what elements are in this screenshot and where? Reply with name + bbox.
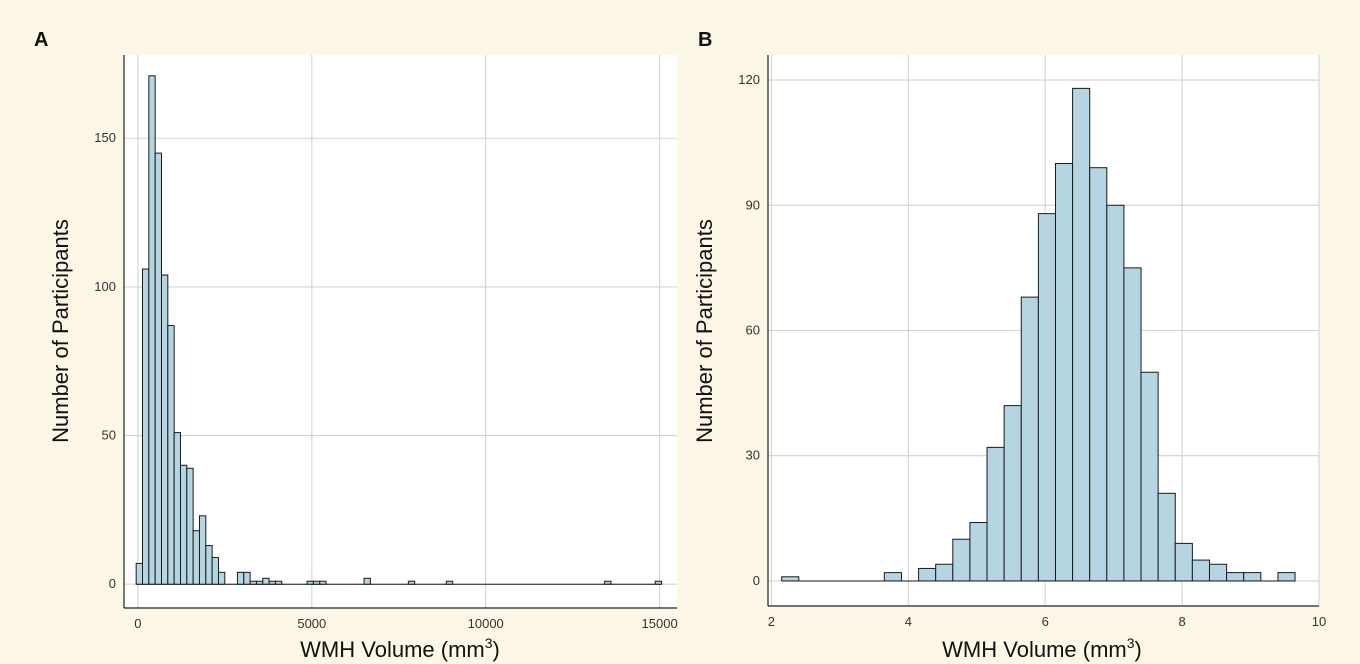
panel-a-bar-17 — [255, 580, 264, 585]
panel-a-bar-0 — [135, 562, 144, 585]
panel-b-letter: B — [698, 29, 712, 51]
panel-a-bar-6 — [173, 432, 181, 585]
panel-a-bar-9 — [192, 530, 200, 585]
panel-b-x-tick-label-1: 4 — [905, 614, 912, 629]
panel-b-bar-16 — [1157, 492, 1176, 582]
panel-b-bar-19 — [1208, 563, 1228, 582]
panel-b-bars — [781, 87, 1296, 582]
panel-b-y-axis-title: Number of Participants — [692, 219, 717, 443]
panel-b: B 2 4 6 8 10 0 30 60 90 120 WMH Volume (mm3) Num… — [692, 29, 1326, 662]
panel-b-y-tick-label-4: 120 — [738, 72, 760, 87]
panel-b-bar-4 — [952, 538, 971, 582]
panel-b-y-tick-label-0: 0 — [753, 573, 760, 588]
panel-a-bar-8 — [186, 467, 194, 585]
panel-a-x-tick-label-0: 0 — [134, 616, 141, 631]
panel-b-x-tick-label-3: 8 — [1178, 614, 1185, 629]
panel-a-bar-25 — [407, 580, 416, 585]
panel-a-bar-11 — [205, 545, 213, 585]
panel-b-bar-12 — [1089, 167, 1108, 582]
panel-b-x-tick-labels: 2 4 6 8 10 — [768, 614, 1326, 629]
panel-a-bar-20 — [274, 580, 283, 585]
panel-b-x-tick-label-0: 2 — [768, 614, 775, 629]
panel-b-bar-10 — [1054, 163, 1074, 582]
panel-a-letter: A — [34, 29, 48, 51]
panel-a-bar-23 — [319, 580, 327, 585]
panel-a-y-tick-labels: 0 50 100 150 — [94, 130, 116, 591]
panel-a-bar-4 — [160, 274, 169, 585]
panel-b-bar-13 — [1106, 204, 1125, 582]
panel-a-bar-5 — [167, 325, 175, 585]
panel-b-x-tick-label-2: 6 — [1042, 614, 1049, 629]
panel-a-y-tick-label-2: 100 — [94, 279, 116, 294]
panel-a-bar-27 — [604, 580, 612, 585]
panel-b-bar-1 — [883, 572, 902, 582]
panel-a-bar-7 — [179, 464, 188, 585]
panel-a-bar-1 — [142, 268, 150, 585]
panel-a-bar-16 — [249, 580, 257, 585]
panel-a-x-tick-label-2: 10000 — [468, 616, 504, 631]
panel-b-bar-11 — [1072, 87, 1091, 582]
panel-b-bar-2 — [918, 567, 937, 582]
panel-a-bar-14 — [236, 571, 245, 585]
panel-b-bar-8 — [1020, 296, 1039, 582]
panel-a-bar-21 — [306, 580, 314, 585]
panel-b-bar-9 — [1037, 213, 1056, 582]
panel-b-bar-17 — [1174, 542, 1193, 582]
panel-b-x-axis-title: WMH Volume (mm3) — [942, 635, 1142, 662]
panel-a-plot-area — [124, 55, 677, 608]
panel-b-bar-21 — [1243, 572, 1262, 582]
panel-b-bar-22 — [1277, 572, 1296, 582]
panel-a-bar-3 — [154, 152, 162, 585]
panel-a-bar-15 — [243, 571, 251, 585]
panel-a: A 0 5000 10000 15000 0 50 100 150 WMH Volume (… — [34, 29, 678, 662]
panel-a-y-tick-label-3: 150 — [94, 130, 116, 145]
panel-a-bar-28 — [654, 580, 663, 585]
panel-b-bar-6 — [986, 446, 1005, 582]
panel-b-y-tick-label-1: 30 — [746, 448, 760, 463]
panel-a-bars — [135, 75, 663, 585]
panel-a-y-tick-label-0: 0 — [109, 576, 116, 591]
panel-a-bar-10 — [198, 515, 207, 585]
panel-a-bar-24 — [363, 577, 371, 585]
panel-b-y-tick-label-3: 90 — [746, 197, 760, 212]
panel-a-bar-22 — [312, 580, 321, 585]
panel-b-y-tick-label-2: 60 — [746, 323, 760, 338]
panel-a-x-axis-title: WMH Volume (mm3) — [300, 635, 500, 662]
panel-b-bar-5 — [969, 522, 988, 582]
panel-a-bar-18 — [262, 577, 270, 585]
panel-b-y-tick-labels: 0 30 60 90 120 — [738, 72, 760, 588]
panel-a-x-tick-labels: 0 5000 10000 15000 — [134, 616, 677, 631]
panel-b-x-tick-label-4: 10 — [1312, 614, 1326, 629]
panel-a-bar-26 — [445, 580, 454, 585]
panel-a-y-tick-label-1: 50 — [102, 428, 116, 443]
panel-a-y-axis-title: Number of Participants — [48, 219, 73, 443]
panel-b-bar-0 — [781, 576, 800, 582]
panel-a-bar-12 — [211, 556, 219, 585]
panel-b-bar-3 — [935, 563, 954, 582]
panel-b-bar-20 — [1226, 572, 1245, 582]
panel-b-bar-15 — [1140, 371, 1159, 582]
panel-b-bar-18 — [1191, 559, 1210, 582]
panel-a-bar-19 — [268, 580, 276, 585]
panel-a-x-tick-label-3: 15000 — [642, 616, 678, 631]
panel-a-x-tick-label-1: 5000 — [297, 616, 326, 631]
panel-b-bar-14 — [1123, 267, 1142, 582]
panel-a-bar-13 — [217, 571, 226, 585]
panel-b-bar-7 — [1003, 405, 1022, 582]
panel-a-bar-2 — [148, 75, 156, 585]
